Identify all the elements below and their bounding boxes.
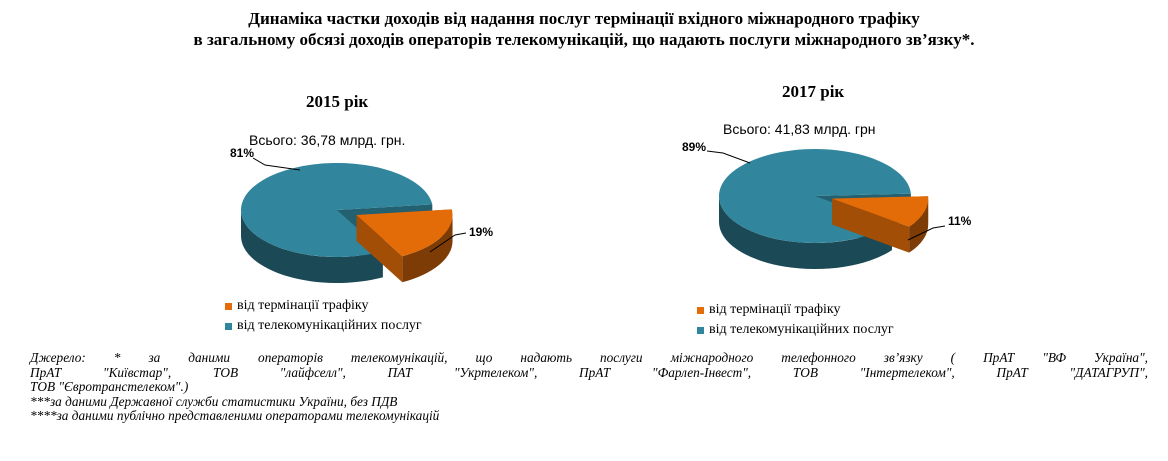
source-line-2: ПрАТ "Київстар", ТОВ "лайфселл", ПАТ "Ук… (30, 364, 1148, 380)
slice-termination (356, 209, 453, 283)
legend-label-termination: від термінації трафіку (709, 302, 841, 317)
leader-line (907, 225, 946, 241)
legend-swatch-telecom (225, 322, 232, 330)
source-line-5: ****за даними публічно представленими оп… (30, 408, 440, 424)
legend-item-telecom: від телекомунікаційних послуг (225, 316, 422, 336)
pie-2015-label-termination: 19% (469, 225, 494, 239)
pie-2015-label-telecom: 81% (230, 146, 255, 160)
pie-2017-label-termination: 11% (948, 214, 972, 228)
legend-item-termination: від термінації трафіку (225, 296, 422, 316)
source-line-1: Джерело: * за даними операторів телекому… (30, 350, 1148, 365)
pie-2015-legend: від термінації трафіку від телекомунікац… (225, 296, 422, 336)
pie-2017-label-telecom: 89% (682, 140, 707, 154)
legend-label-telecom: від телекомунікаційних послуг (237, 318, 422, 333)
legend-item-telecom: від телекомунікаційних послуг (697, 320, 894, 340)
chart-title: Динаміка частки доходів від надання посл… (0, 8, 1168, 50)
pie-2017-total: Всього: 41,83 млрд. грн (723, 121, 876, 137)
legend-label-telecom: від телекомунікаційних послуг (709, 322, 894, 337)
source-line-3: ТОВ "Євротранстелеком".) (30, 379, 189, 395)
leader-line (706, 150, 751, 164)
legend-swatch-telecom (697, 326, 704, 334)
legend-label-termination: від термінації трафіку (237, 298, 369, 313)
slice-termination (832, 196, 929, 253)
source-line-4: ***за даними Державної служби статистики… (30, 393, 398, 409)
pie-2015-total: Всього: 36,78 млрд. грн. (249, 132, 406, 148)
pie-2017-title: 2017 рік (782, 82, 845, 101)
legend-swatch-termination (225, 302, 232, 310)
pie-2017-legend: від термінації трафіку від телекомунікац… (697, 300, 894, 340)
source-note: Джерело: * за даними операторів телекому… (30, 350, 1148, 424)
leader-line (252, 157, 301, 171)
chart-title-line-1: Динаміка частки доходів від надання посл… (248, 9, 920, 28)
legend-swatch-termination (697, 306, 704, 314)
chart-title-line-2: в загальному обсязі доходів операторів т… (193, 30, 975, 49)
legend-item-termination: від термінації трафіку (697, 300, 894, 320)
leader-line (429, 232, 467, 253)
pie-2015-title: 2015 рік (306, 92, 369, 111)
